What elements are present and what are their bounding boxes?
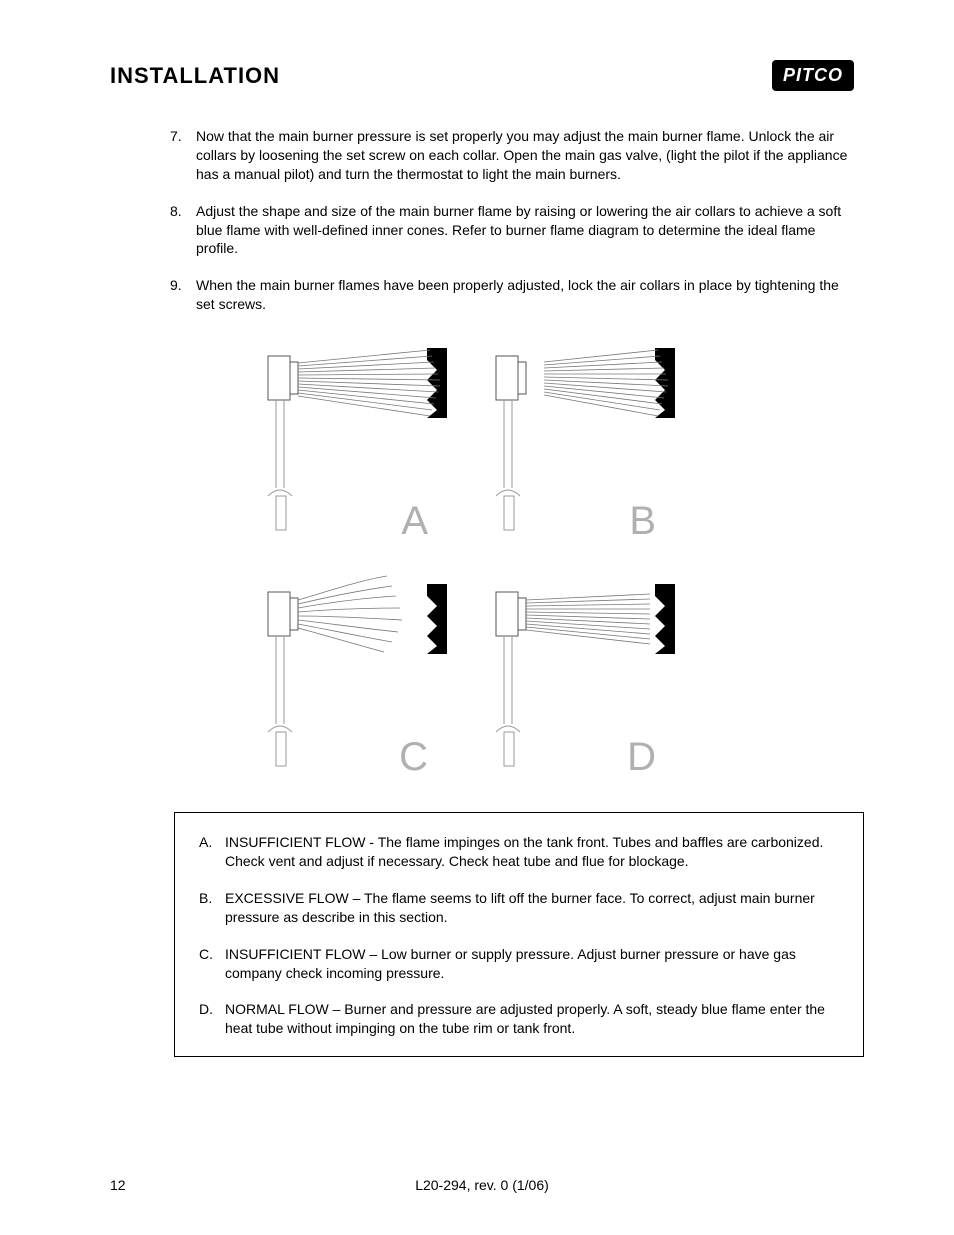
legend-marker: D. xyxy=(199,1000,225,1038)
item-text: When the main burner flames have been pr… xyxy=(196,276,854,314)
legend-marker: A. xyxy=(199,833,225,871)
diagram-panel-a: A xyxy=(262,338,474,558)
legend-text: INSUFFICIENT FLOW - The flame impinges o… xyxy=(225,833,839,871)
page-header: INSTALLATION PITCO xyxy=(110,60,854,91)
diagram-panel-d: D xyxy=(490,574,702,794)
list-item: 9. When the main burner flames have been… xyxy=(170,276,854,314)
page-footer: 12 L20-294, rev. 0 (1/06) xyxy=(110,1177,854,1193)
burner-flame-icon xyxy=(262,338,474,558)
legend-marker: C. xyxy=(199,945,225,983)
flame-diagram-grid: A xyxy=(262,338,702,794)
list-item: 8. Adjust the shape and size of the main… xyxy=(170,202,854,259)
list-item: 7. Now that the main burner pressure is … xyxy=(170,127,854,184)
section-title: INSTALLATION xyxy=(110,63,280,89)
legend-item: C. INSUFFICIENT FLOW – Low burner or sup… xyxy=(199,945,839,983)
burner-flame-icon xyxy=(490,574,702,794)
panel-letter: D xyxy=(627,735,656,780)
item-text: Now that the main burner pressure is set… xyxy=(196,127,854,184)
diagram-panel-c: C xyxy=(262,574,474,794)
legend-text: INSUFFICIENT FLOW – Low burner or supply… xyxy=(225,945,839,983)
legend-text: NORMAL FLOW – Burner and pressure are ad… xyxy=(225,1000,839,1038)
burner-flame-icon xyxy=(490,338,702,558)
diagram-panel-b: B xyxy=(490,338,702,558)
item-number: 8. xyxy=(170,202,196,259)
legend-item: D. NORMAL FLOW – Burner and pressure are… xyxy=(199,1000,839,1038)
item-text: Adjust the shape and size of the main bu… xyxy=(196,202,854,259)
burner-flame-icon xyxy=(262,574,474,794)
legend-item: B. EXCESSIVE FLOW – The flame seems to l… xyxy=(199,889,839,927)
diagram-legend: A. INSUFFICIENT FLOW - The flame impinge… xyxy=(174,812,864,1057)
document-revision: L20-294, rev. 0 (1/06) xyxy=(110,1177,854,1193)
panel-letter: A xyxy=(401,499,428,544)
document-page: INSTALLATION PITCO 7. Now that the main … xyxy=(0,0,954,1235)
brand-logo: PITCO xyxy=(772,60,854,91)
panel-letter: C xyxy=(399,735,428,780)
legend-text: EXCESSIVE FLOW – The flame seems to lift… xyxy=(225,889,839,927)
item-number: 7. xyxy=(170,127,196,184)
panel-letter: B xyxy=(629,499,656,544)
item-number: 9. xyxy=(170,276,196,314)
legend-marker: B. xyxy=(199,889,225,927)
legend-item: A. INSUFFICIENT FLOW - The flame impinge… xyxy=(199,833,839,871)
instruction-list: 7. Now that the main burner pressure is … xyxy=(170,127,854,314)
